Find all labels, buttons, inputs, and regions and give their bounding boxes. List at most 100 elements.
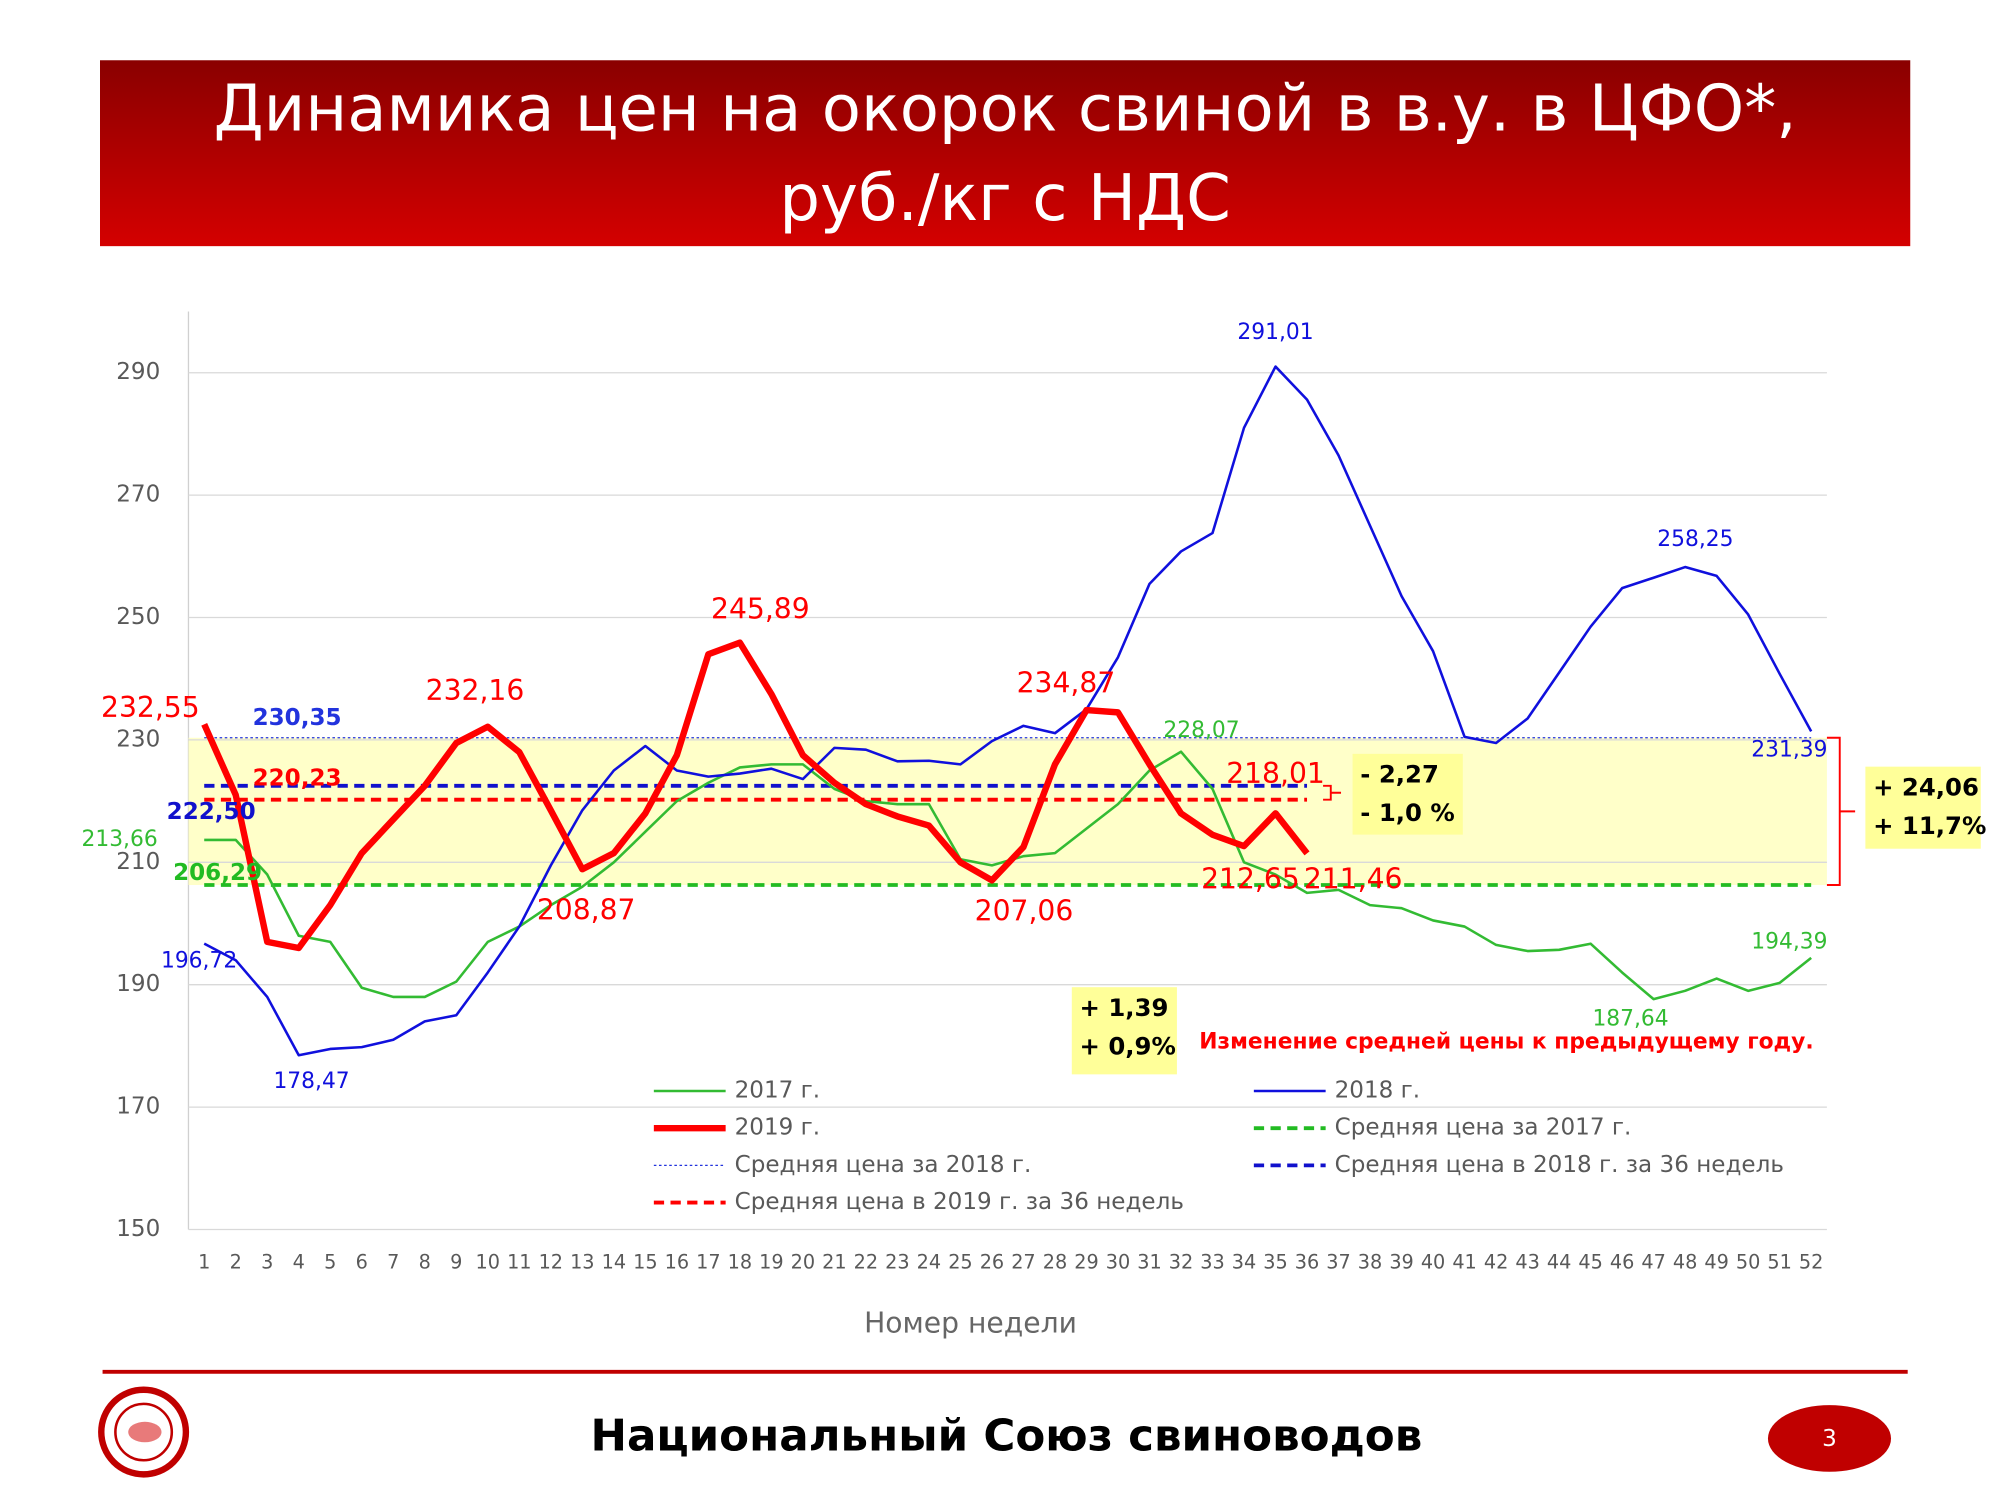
x-tick-label: 38 [1358,1250,1382,1273]
series-line [201,639,1310,952]
page-number: 3 [1822,1426,1837,1452]
data-label: 291,01 [1237,320,1313,345]
annotation-text: + 1,39 [1079,993,1168,1022]
x-tick-label: 32 [1169,1250,1193,1273]
x-tick-label: 35 [1263,1250,1287,1273]
legend-label: 2019 г. [735,1115,820,1141]
bracket [1323,784,1342,801]
header-band [100,60,1911,247]
annotation-box [1071,987,1177,1075]
legend-label: Средняя цена в 2018 г. за 36 недель [1335,1152,1784,1178]
data-label: 178,47 [273,1069,349,1094]
x-tick-label: 40 [1421,1250,1445,1273]
data-label: 258,25 [1657,527,1733,552]
average-label: 206,29 [173,860,262,886]
y-tick-label: 290 [116,359,160,385]
x-tick-label: 47 [1641,1250,1665,1273]
x-tick-label: 43 [1515,1250,1539,1273]
x-tick-label: 34 [1232,1250,1256,1273]
data-label: 213,66 [81,827,157,852]
annotation-text: - 1,0 % [1360,798,1455,827]
x-tick-label: 11 [507,1250,531,1273]
x-tick-label: 12 [539,1250,563,1273]
x-tick-label: 19 [759,1250,783,1273]
legend-item: Средняя цена за 2018 г. [653,1152,1032,1178]
x-tick-label: 27 [1011,1250,1035,1273]
legend-item: 2018 г. [1253,1078,1420,1104]
annotation-text: + 24,06 [1873,772,1979,801]
logo-pig [128,1421,162,1443]
x-tick-label: 2 [230,1250,242,1273]
data-label: 228,07 [1163,718,1239,743]
x-tick-label: 29 [1074,1250,1098,1273]
x-tick-label: 45 [1578,1250,1602,1273]
annotation-text: - 2,27 [1360,760,1439,789]
legend-item: Средняя цена в 2018 г. за 36 недель [1253,1152,1784,1178]
x-tick-label: 16 [665,1250,689,1273]
x-tick-label: 39 [1389,1250,1413,1273]
legend-label: Средняя цена за 2018 г. [735,1152,1032,1178]
x-tick-label: 50 [1736,1250,1760,1273]
x-tick-label: 20 [791,1250,815,1273]
y-tick-label: 270 [116,482,160,508]
chart-title: Динамика цен на окорок свиной в в.у. в Ц… [214,72,1797,146]
legend-item: 2019 г. [653,1115,820,1141]
x-tick-label: 31 [1137,1250,1161,1273]
data-label: 212,65 [1201,863,1300,896]
y-tick-label: 150 [116,1216,160,1242]
data-label: 231,39 [1751,738,1827,763]
data-label: 207,06 [975,894,1074,927]
annotation-text: + 11,7% [1873,811,1986,840]
x-tick-label: 48 [1673,1250,1697,1273]
legend-label: 2017 г. [735,1078,820,1104]
x-tick-label: 23 [885,1250,909,1273]
note: Изменение средней цены к предыдущему год… [1199,1029,1813,1054]
legend-item: Средняя цена за 2017 г. [1253,1115,1632,1141]
x-tick-label: 6 [356,1250,368,1273]
data-label: 194,39 [1751,929,1827,954]
page-badge [1767,1405,1892,1472]
y-tick-label: 210 [116,849,160,875]
x-tick-label: 3 [261,1250,273,1273]
x-tick-label: 15 [633,1250,657,1273]
data-label: 245,89 [711,593,810,626]
x-tick-label: 5 [324,1250,336,1273]
x-tick-label: 44 [1547,1250,1571,1273]
x-tick-label: 51 [1767,1250,1791,1273]
data-label: 196,72 [161,949,237,974]
data-label: 234,87 [1017,666,1116,699]
average-label: 230,35 [253,705,342,731]
annotation-box [1352,753,1463,835]
bracket [1826,736,1856,886]
x-tick-label: 17 [696,1250,720,1273]
legend-item: 2017 г. [653,1078,820,1104]
annotation-box [1865,766,1981,849]
y-tick-label: 250 [116,604,160,630]
x-tick-label: 22 [854,1250,878,1273]
x-tick-label: 24 [917,1250,941,1273]
x-tick-label: 21 [822,1250,846,1273]
y-tick-label: 190 [116,971,160,997]
annotation-text: + 0,9% [1079,1031,1175,1060]
average-label: 220,23 [253,766,342,792]
data-label: 187,64 [1592,1007,1668,1032]
data-label: 232,16 [426,674,525,707]
legend-item: Средняя цена в 2019 г. за 36 недель [653,1189,1184,1215]
x-tick-label: 42 [1484,1250,1508,1273]
x-tick-label: 30 [1106,1250,1130,1273]
x-tick-label: 18 [728,1250,752,1273]
logo [98,1386,190,1478]
legend-label: Средняя цена за 2017 г. [1335,1115,1632,1141]
x-tick-label: 46 [1610,1250,1634,1273]
x-tick-label: 14 [602,1250,626,1273]
y-tick-label: 170 [116,1094,160,1120]
x-tick-label: 10 [476,1250,500,1273]
x-tick-label: 36 [1295,1250,1319,1273]
series-line [203,365,1813,1057]
data-label: 208,87 [537,894,636,927]
x-tick-label: 9 [450,1250,462,1273]
x-tick-label: 8 [419,1250,431,1273]
x-tick-label: 26 [980,1250,1004,1273]
